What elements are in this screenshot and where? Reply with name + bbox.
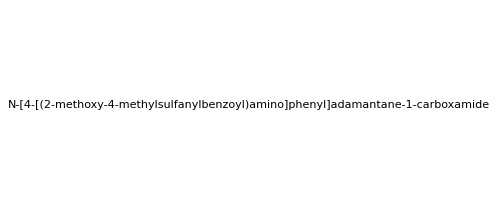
Text: N-[4-[(2-methoxy-4-methylsulfanylbenzoyl)amino]phenyl]adamantane-1-carboxamide: N-[4-[(2-methoxy-4-methylsulfanylbenzoyl… (8, 100, 490, 110)
